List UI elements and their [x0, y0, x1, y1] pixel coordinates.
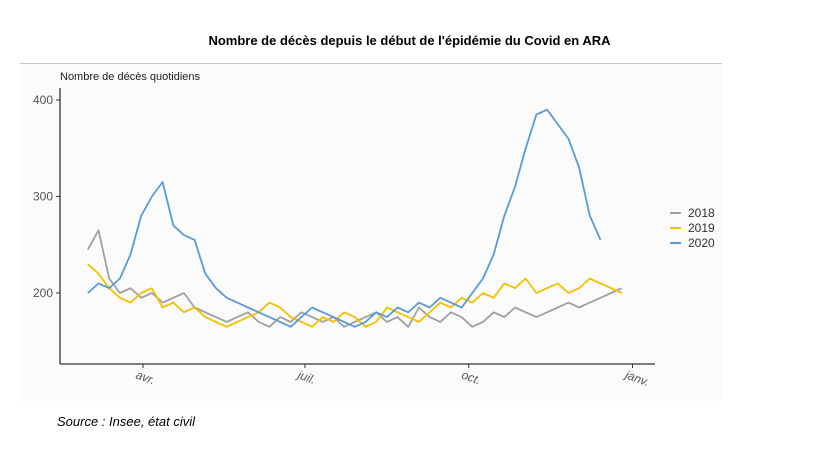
legend-label-2018: 2018	[688, 206, 715, 220]
legend-label-2019: 2019	[688, 221, 715, 235]
x-tick-label: avr.	[134, 368, 157, 388]
legend-label-2020: 2020	[688, 236, 715, 250]
x-tick-label: oct.	[460, 368, 483, 388]
series-line-2020	[87, 108, 602, 328]
y-axis-label: Nombre de décès quotidiens	[60, 71, 201, 83]
y-tick-label: 300	[33, 190, 53, 204]
y-tick-label: 200	[33, 286, 53, 300]
source-note: Source : Insee, état civil	[57, 414, 196, 429]
x-tick-label: juil.	[294, 367, 318, 387]
series-line-2018	[87, 229, 623, 328]
series-line-2019	[87, 263, 623, 328]
chart-title: Nombre de décès depuis le début de l'épi…	[208, 33, 611, 48]
x-tick-label: janv.	[622, 367, 652, 389]
y-tick-label: 400	[33, 93, 53, 107]
